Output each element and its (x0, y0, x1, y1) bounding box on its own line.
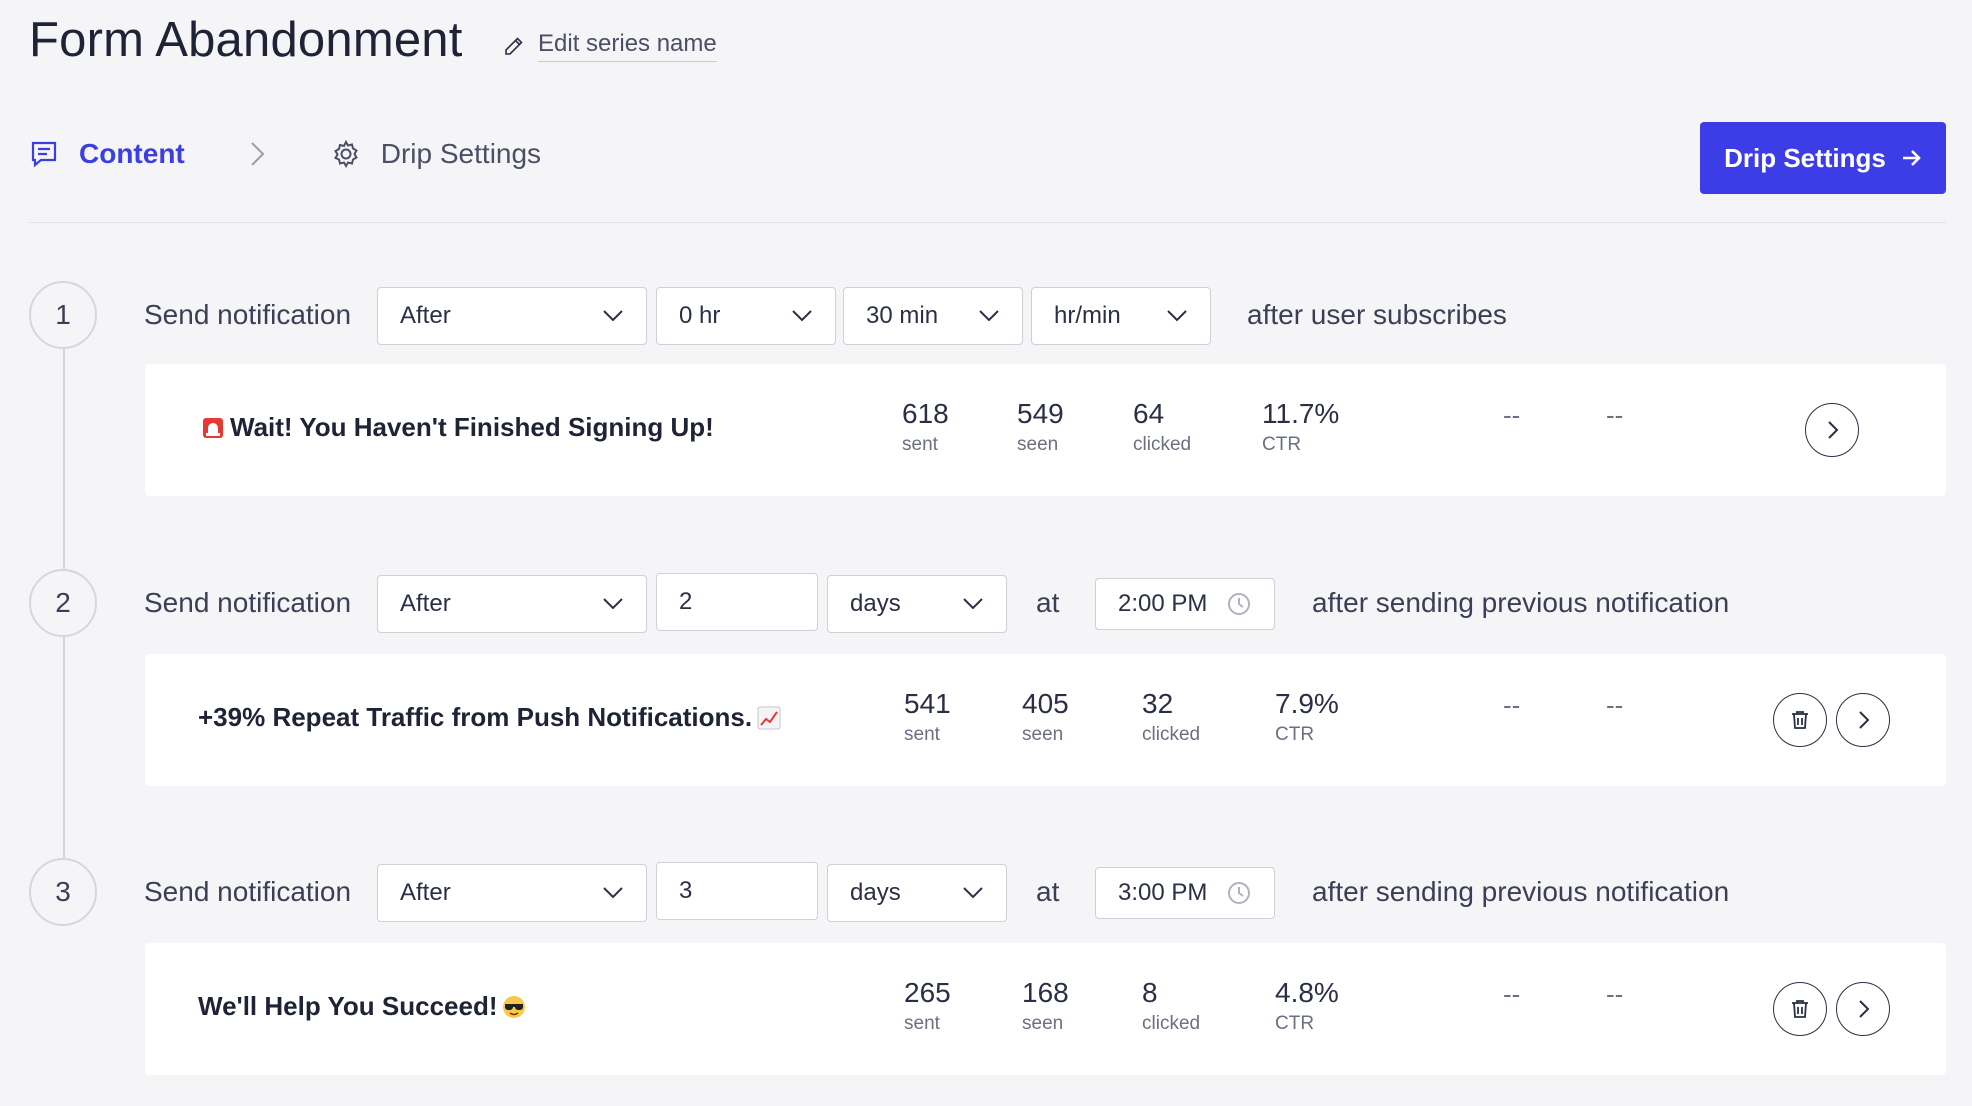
step-2-timing-row: Send notification After 2 days at 2:00 P… (0, 573, 1972, 635)
notification-title: We'll Help You Succeed! (198, 991, 527, 1022)
stat-sent: 541 sent (904, 688, 951, 745)
stat-placeholder: -- (1606, 690, 1624, 720)
stat-placeholder: -- (1503, 400, 1521, 430)
step-number-1: 1 (29, 281, 97, 349)
notification-card-2[interactable]: +39% Repeat Traffic from Push Notificati… (145, 654, 1946, 786)
send-notification-label: Send notification (144, 876, 352, 907)
step-3-timing-row: Send notification After 3 days at 3:00 P… (0, 862, 1972, 924)
chat-message-icon (31, 141, 57, 168)
chevron-right-icon (247, 139, 267, 169)
stat-placeholder: -- (1606, 979, 1624, 1009)
page-title: Form Abandonment (29, 13, 463, 67)
stat-ctr: 4.8% CTR (1275, 977, 1339, 1034)
open-notification-button[interactable] (1836, 693, 1890, 747)
chevron-right-icon (1859, 1000, 1870, 1018)
step-2-amount-input[interactable]: 2 (656, 573, 818, 631)
step-3-when-select[interactable]: After (377, 864, 647, 922)
chevron-down-icon (603, 887, 623, 899)
chevron-right-icon (1828, 421, 1839, 439)
trash-icon (1792, 1000, 1808, 1018)
notification-title: Wait! You Haven't Finished Signing Up! (200, 412, 714, 443)
at-label: at (1036, 587, 1060, 618)
step-1-minutes-select[interactable]: 30 min (843, 287, 1023, 345)
delete-notification-button[interactable] (1773, 982, 1827, 1036)
chevron-down-icon (603, 310, 623, 322)
stat-seen: 405 seen (1022, 688, 1069, 745)
chevron-down-icon (963, 887, 983, 899)
tab-drip-settings-label: Drip Settings (380, 138, 542, 169)
chevron-down-icon (979, 310, 999, 322)
notification-card-3[interactable]: We'll Help You Succeed! 265 sent 168 see… (145, 943, 1946, 1075)
step-1-when-select[interactable]: After (377, 287, 647, 345)
clock-icon (1228, 593, 1250, 615)
siren-icon (203, 417, 223, 438)
stat-placeholder: -- (1503, 690, 1521, 720)
step-3-suffix: after sending previous notification (1312, 876, 1730, 907)
step-2-time-picker[interactable]: 2:00 PM (1095, 578, 1275, 630)
open-notification-button[interactable] (1805, 403, 1859, 457)
at-label: at (1036, 876, 1060, 907)
chevron-right-icon (1859, 711, 1870, 729)
stat-seen: 549 seen (1017, 398, 1064, 455)
chart-up-icon (757, 706, 781, 729)
stat-sent: 265 sent (904, 977, 951, 1034)
step-3-unit-select[interactable]: days (827, 864, 1007, 922)
send-notification-label: Send notification (144, 587, 352, 618)
trash-icon (1792, 711, 1808, 729)
step-2-when-select[interactable]: After (377, 575, 647, 633)
gear-icon (333, 139, 358, 169)
step-2-unit-select[interactable]: days (827, 575, 1007, 633)
step-3-amount-input[interactable]: 3 (656, 862, 818, 920)
arrow-right-icon (1902, 150, 1921, 166)
stat-clicked: 8 clicked (1142, 977, 1201, 1034)
open-notification-button[interactable] (1836, 982, 1890, 1036)
pencil-icon (505, 37, 523, 55)
stat-ctr: 11.7% CTR (1262, 398, 1340, 455)
stat-placeholder: -- (1503, 979, 1521, 1009)
chevron-down-icon (963, 598, 983, 610)
stat-sent: 618 sent (902, 398, 949, 455)
edit-series-name-label: Edit series name (538, 30, 717, 62)
drip-settings-button-label: Drip Settings (1724, 142, 1886, 173)
sunglasses-face-icon (503, 995, 526, 1018)
delete-notification-button[interactable] (1773, 693, 1827, 747)
stat-ctr: 7.9% CTR (1275, 688, 1339, 745)
chevron-down-icon (603, 598, 623, 610)
chevron-down-icon (792, 310, 812, 322)
clock-icon (1228, 882, 1250, 904)
step-1-hours-select[interactable]: 0 hr (656, 287, 836, 345)
step-number-2: 2 (29, 569, 97, 637)
tab-drip-settings[interactable]: Drip Settings (331, 138, 541, 170)
tab-content[interactable]: Content (29, 138, 185, 170)
step-3-time-picker[interactable]: 3:00 PM (1095, 867, 1275, 919)
notification-title: +39% Repeat Traffic from Push Notificati… (198, 702, 782, 733)
step-1-timing-row: Send notification After 0 hr 30 min hr/m… (0, 287, 1972, 347)
step-number-3: 3 (29, 858, 97, 926)
tab-content-label: Content (79, 138, 185, 169)
edit-series-name-link[interactable]: Edit series name (504, 30, 717, 62)
chevron-down-icon (1167, 310, 1187, 322)
notification-card-1[interactable]: Wait! You Haven't Finished Signing Up! 6… (145, 364, 1946, 496)
header-divider (29, 222, 1946, 223)
step-2-suffix: after sending previous notification (1312, 587, 1730, 618)
step-1-unit-select[interactable]: hr/min (1031, 287, 1211, 345)
step-breadcrumb: Content Drip Settings (29, 138, 541, 170)
send-notification-label: Send notification (144, 299, 352, 330)
step-1-suffix: after user subscribes (1247, 299, 1507, 330)
stat-clicked: 64 clicked (1133, 398, 1192, 455)
stat-placeholder: -- (1606, 400, 1624, 430)
stat-seen: 168 seen (1022, 977, 1069, 1034)
drip-settings-button[interactable]: Drip Settings (1700, 122, 1946, 194)
stat-clicked: 32 clicked (1142, 688, 1201, 745)
